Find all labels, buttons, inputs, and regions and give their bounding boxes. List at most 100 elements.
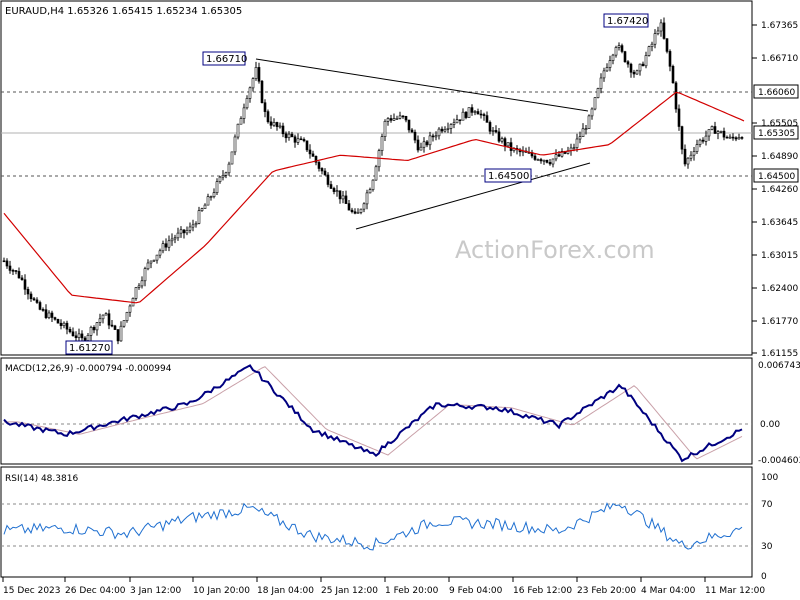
candle-body (335, 190, 339, 192)
candle-body (257, 67, 261, 82)
candle-body (104, 313, 108, 316)
candle-body (185, 230, 189, 234)
rsi-line (3, 502, 743, 551)
candle-body (209, 196, 213, 198)
candle-body (341, 195, 345, 200)
candle-body (668, 51, 672, 67)
candle-body (617, 45, 621, 48)
candle-body (203, 204, 207, 209)
candle-body (113, 325, 117, 330)
candle-body (80, 333, 84, 339)
time-label: 10 Jan 20:00 (193, 586, 250, 596)
candle-body (548, 162, 552, 165)
candle-body (188, 226, 192, 231)
candle-body (287, 133, 291, 139)
candle-body (497, 131, 501, 142)
candle-body (725, 136, 729, 139)
candle-body (167, 240, 171, 248)
candle-body (707, 129, 711, 137)
candle-body (575, 138, 579, 148)
candle-body (35, 299, 39, 303)
candle-body (635, 70, 639, 75)
label-high-1: 1.66710 (202, 51, 247, 66)
candle-body (602, 70, 606, 79)
candle-body (125, 311, 129, 321)
candle-body (644, 55, 648, 67)
candle-body (482, 114, 486, 116)
candle-body (665, 38, 669, 52)
candle-body (551, 158, 555, 165)
candle-body (449, 124, 453, 129)
candle-body (8, 265, 12, 271)
candle-body (332, 188, 336, 192)
candle-body (581, 128, 585, 138)
candle-body (359, 208, 363, 213)
price-tick: 1.64260 (761, 185, 798, 195)
candle-body (338, 190, 342, 200)
time-axis: 15 Dec 2023 26 Dec 04:00 3 Jan 12:00 10 Jan… (2, 577, 765, 596)
candle-body (383, 121, 387, 138)
rsi-tick: 70 (761, 500, 773, 510)
candle-body (161, 243, 165, 252)
candle-body (47, 312, 51, 318)
candle-body (485, 115, 489, 123)
candle-body (44, 309, 48, 319)
candle-body (542, 159, 546, 162)
price-tick-level-lower: 1.64500 (758, 172, 795, 182)
candle-body (671, 66, 675, 84)
candle-body (236, 123, 240, 138)
time-label: 16 Feb 12:00 (513, 586, 572, 596)
rsi-tick: 100 (761, 473, 778, 483)
price-tick: 1.67365 (761, 21, 798, 31)
price-tick: 1.65505 (761, 119, 798, 129)
candle-body (374, 166, 378, 181)
candle-body (293, 136, 297, 143)
candle-body (137, 285, 141, 288)
candle-body (410, 129, 414, 133)
price-tick-last: 1.65305 (758, 129, 795, 139)
candle-body (350, 209, 354, 213)
candle-body (329, 184, 333, 189)
candle-body (206, 196, 210, 206)
candle-body (692, 151, 696, 156)
candle-body (701, 139, 705, 142)
candle-body (683, 148, 687, 165)
candle-body (710, 126, 714, 130)
candle-body (29, 293, 33, 299)
candle-body (731, 136, 735, 139)
candle-body (164, 243, 168, 248)
candle-body (56, 318, 60, 324)
candle-body (713, 126, 717, 134)
candle-body (659, 22, 663, 32)
candle-body (620, 45, 624, 52)
candle-body (467, 107, 471, 118)
candle-body (197, 210, 201, 224)
candle-body (230, 151, 234, 165)
candle-body (464, 111, 468, 118)
candle-body (260, 80, 264, 103)
candle-body (479, 113, 483, 116)
label-low-2: 1.64500 (484, 168, 532, 183)
candle-body (587, 115, 591, 130)
candle-body (539, 159, 543, 162)
candle-body (11, 269, 15, 272)
candle-body (62, 322, 66, 326)
candle-body (431, 135, 435, 138)
candle-body (734, 137, 738, 140)
candle-body (413, 131, 417, 141)
candle-body (149, 260, 153, 264)
candle-body (38, 302, 42, 310)
price-tick: 1.64890 (761, 152, 798, 162)
candle-body (419, 146, 423, 151)
candle-body (2, 260, 6, 263)
candle-body (119, 325, 123, 342)
candle-body (461, 111, 465, 121)
candle-body (116, 329, 120, 342)
candle-body (224, 172, 228, 176)
candle-body (572, 147, 576, 149)
candle-body (500, 138, 504, 142)
candle-body (347, 203, 351, 211)
candle-body (239, 118, 243, 125)
macd-line (3, 364, 743, 463)
candle-body (17, 271, 21, 279)
